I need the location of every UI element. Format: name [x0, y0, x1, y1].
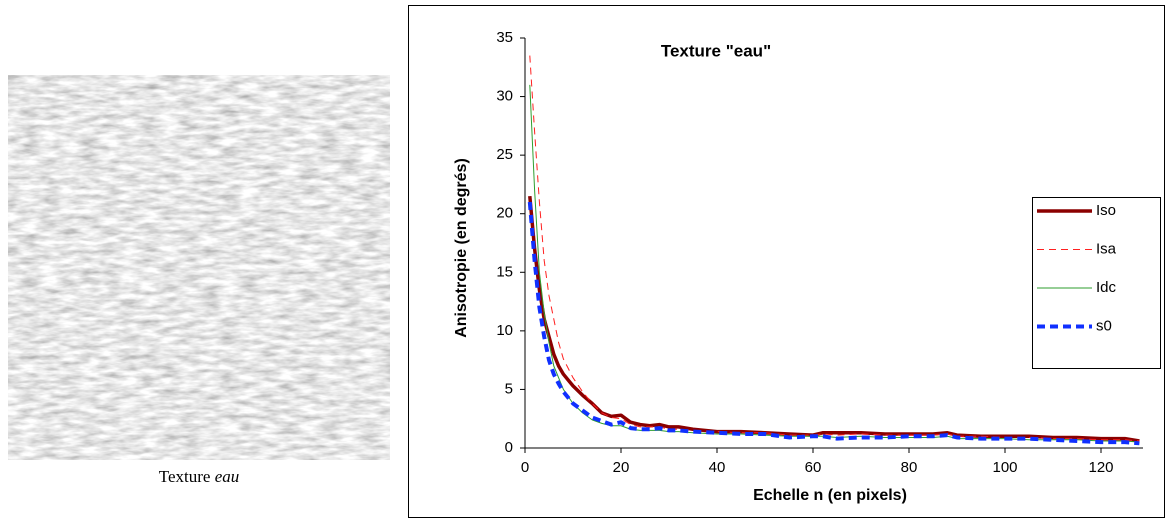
- x-tick-label: 40: [709, 459, 726, 476]
- legend-label: Isa: [1096, 240, 1117, 257]
- y-tick-label: 20: [496, 205, 513, 222]
- series-line: [527, 201, 1140, 446]
- image-caption: Texture eau: [159, 467, 239, 486]
- x-tick-label: 120: [1088, 459, 1113, 476]
- x-tick-label: 20: [613, 459, 630, 476]
- legend-box: [1032, 197, 1161, 369]
- y-axis-title: Anisotropie (en degrés): [453, 158, 470, 338]
- x-axis-title: Echelle n (en pixels): [753, 487, 907, 504]
- legend-label: s0: [1096, 317, 1112, 334]
- x-tick-label: 80: [901, 459, 918, 476]
- caption-emphasis: eau: [215, 467, 240, 486]
- y-tick-label: 10: [496, 322, 513, 339]
- y-tick-label: 0: [505, 439, 513, 456]
- caption-text: Texture: [159, 467, 211, 486]
- y-tick-label: 5: [505, 380, 513, 397]
- y-tick-label: 30: [496, 88, 513, 105]
- series-line: [529, 55, 1140, 442]
- chart-title: Texture "eau": [661, 41, 771, 60]
- legend-label: Idc: [1096, 279, 1117, 296]
- x-tick-label: 100: [992, 459, 1017, 476]
- legend-label: Iso: [1096, 202, 1116, 219]
- y-tick-label: 35: [496, 29, 513, 46]
- x-tick-label: 0: [521, 459, 529, 476]
- x-tick-label: 60: [805, 459, 822, 476]
- texture-image: [8, 75, 390, 460]
- y-tick-label: 15: [496, 263, 513, 280]
- y-tick-label: 25: [496, 146, 513, 163]
